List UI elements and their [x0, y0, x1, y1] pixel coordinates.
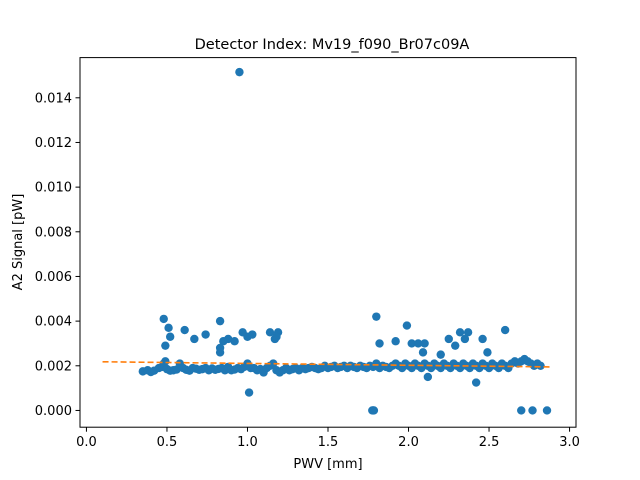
data-point [165, 332, 175, 341]
data-point [201, 330, 210, 339]
data-point [436, 350, 445, 359]
points-layer [138, 67, 552, 415]
data-point [483, 348, 492, 357]
data-point [235, 67, 244, 77]
x-tick-label: 2.5 [479, 435, 500, 450]
data-point [391, 337, 400, 346]
data-point [244, 388, 254, 397]
y-tick-label: 0.000 [35, 404, 72, 419]
x-tick-label: 3.0 [559, 435, 580, 450]
data-point [368, 406, 377, 415]
y-tick-label: 0.006 [35, 270, 72, 285]
x-tick-label: 0.0 [76, 435, 97, 450]
data-point [500, 325, 510, 335]
data-point [164, 323, 173, 333]
data-point [180, 325, 189, 335]
data-point [418, 348, 428, 357]
data-point [460, 334, 470, 344]
y-tick-label: 0.014 [35, 91, 72, 106]
data-point [372, 312, 381, 321]
y-axis-label: A2 Signal [pW] [11, 194, 26, 291]
data-point [272, 332, 281, 341]
data-point [190, 334, 199, 344]
chart-title: Detector Index: Mv19_f090_Br07c09A [195, 37, 470, 53]
data-point [265, 328, 275, 337]
data-point [269, 359, 278, 368]
data-point [528, 406, 537, 415]
y-tick-label: 0.010 [35, 181, 72, 196]
x-axis-label: PWV [mm] [293, 457, 362, 472]
x-tick-label: 2.0 [398, 435, 419, 450]
data-point [423, 372, 433, 382]
data-point [420, 339, 429, 348]
y-tick-label: 0.008 [35, 225, 72, 240]
data-point [159, 314, 168, 324]
data-point [517, 406, 526, 415]
data-point [455, 328, 465, 337]
data-point [248, 330, 257, 339]
y-tick-label: 0.002 [35, 359, 72, 374]
data-point [230, 337, 239, 346]
data-point [413, 339, 423, 348]
x-axis: 0.0 0.5 1.0 1.5 2.0 2.5 3.0 [76, 427, 580, 450]
data-point [402, 321, 412, 330]
data-point [375, 339, 384, 348]
y-tick-label: 0.012 [35, 136, 72, 151]
data-point [223, 334, 233, 344]
data-point [463, 328, 473, 337]
data-point [215, 348, 225, 357]
data-point [478, 334, 487, 344]
data-point [407, 339, 416, 348]
y-tick-label: 0.004 [35, 315, 72, 330]
data-point [451, 341, 460, 350]
data-point [215, 316, 225, 326]
data-point [536, 361, 545, 370]
fit-line [102, 360, 551, 368]
fit-line-layer [102, 360, 551, 368]
data-point [161, 357, 170, 366]
x-tick-label: 1.5 [318, 435, 339, 450]
data-point [471, 378, 481, 387]
y-axis: 0.000 0.002 0.004 0.006 0.008 0.010 0.012 0.014 [35, 91, 80, 419]
x-tick-label: 0.5 [157, 435, 178, 450]
data-point [542, 406, 552, 415]
data-point [161, 341, 170, 350]
x-tick-label: 1.0 [237, 435, 258, 450]
data-point [444, 334, 453, 344]
